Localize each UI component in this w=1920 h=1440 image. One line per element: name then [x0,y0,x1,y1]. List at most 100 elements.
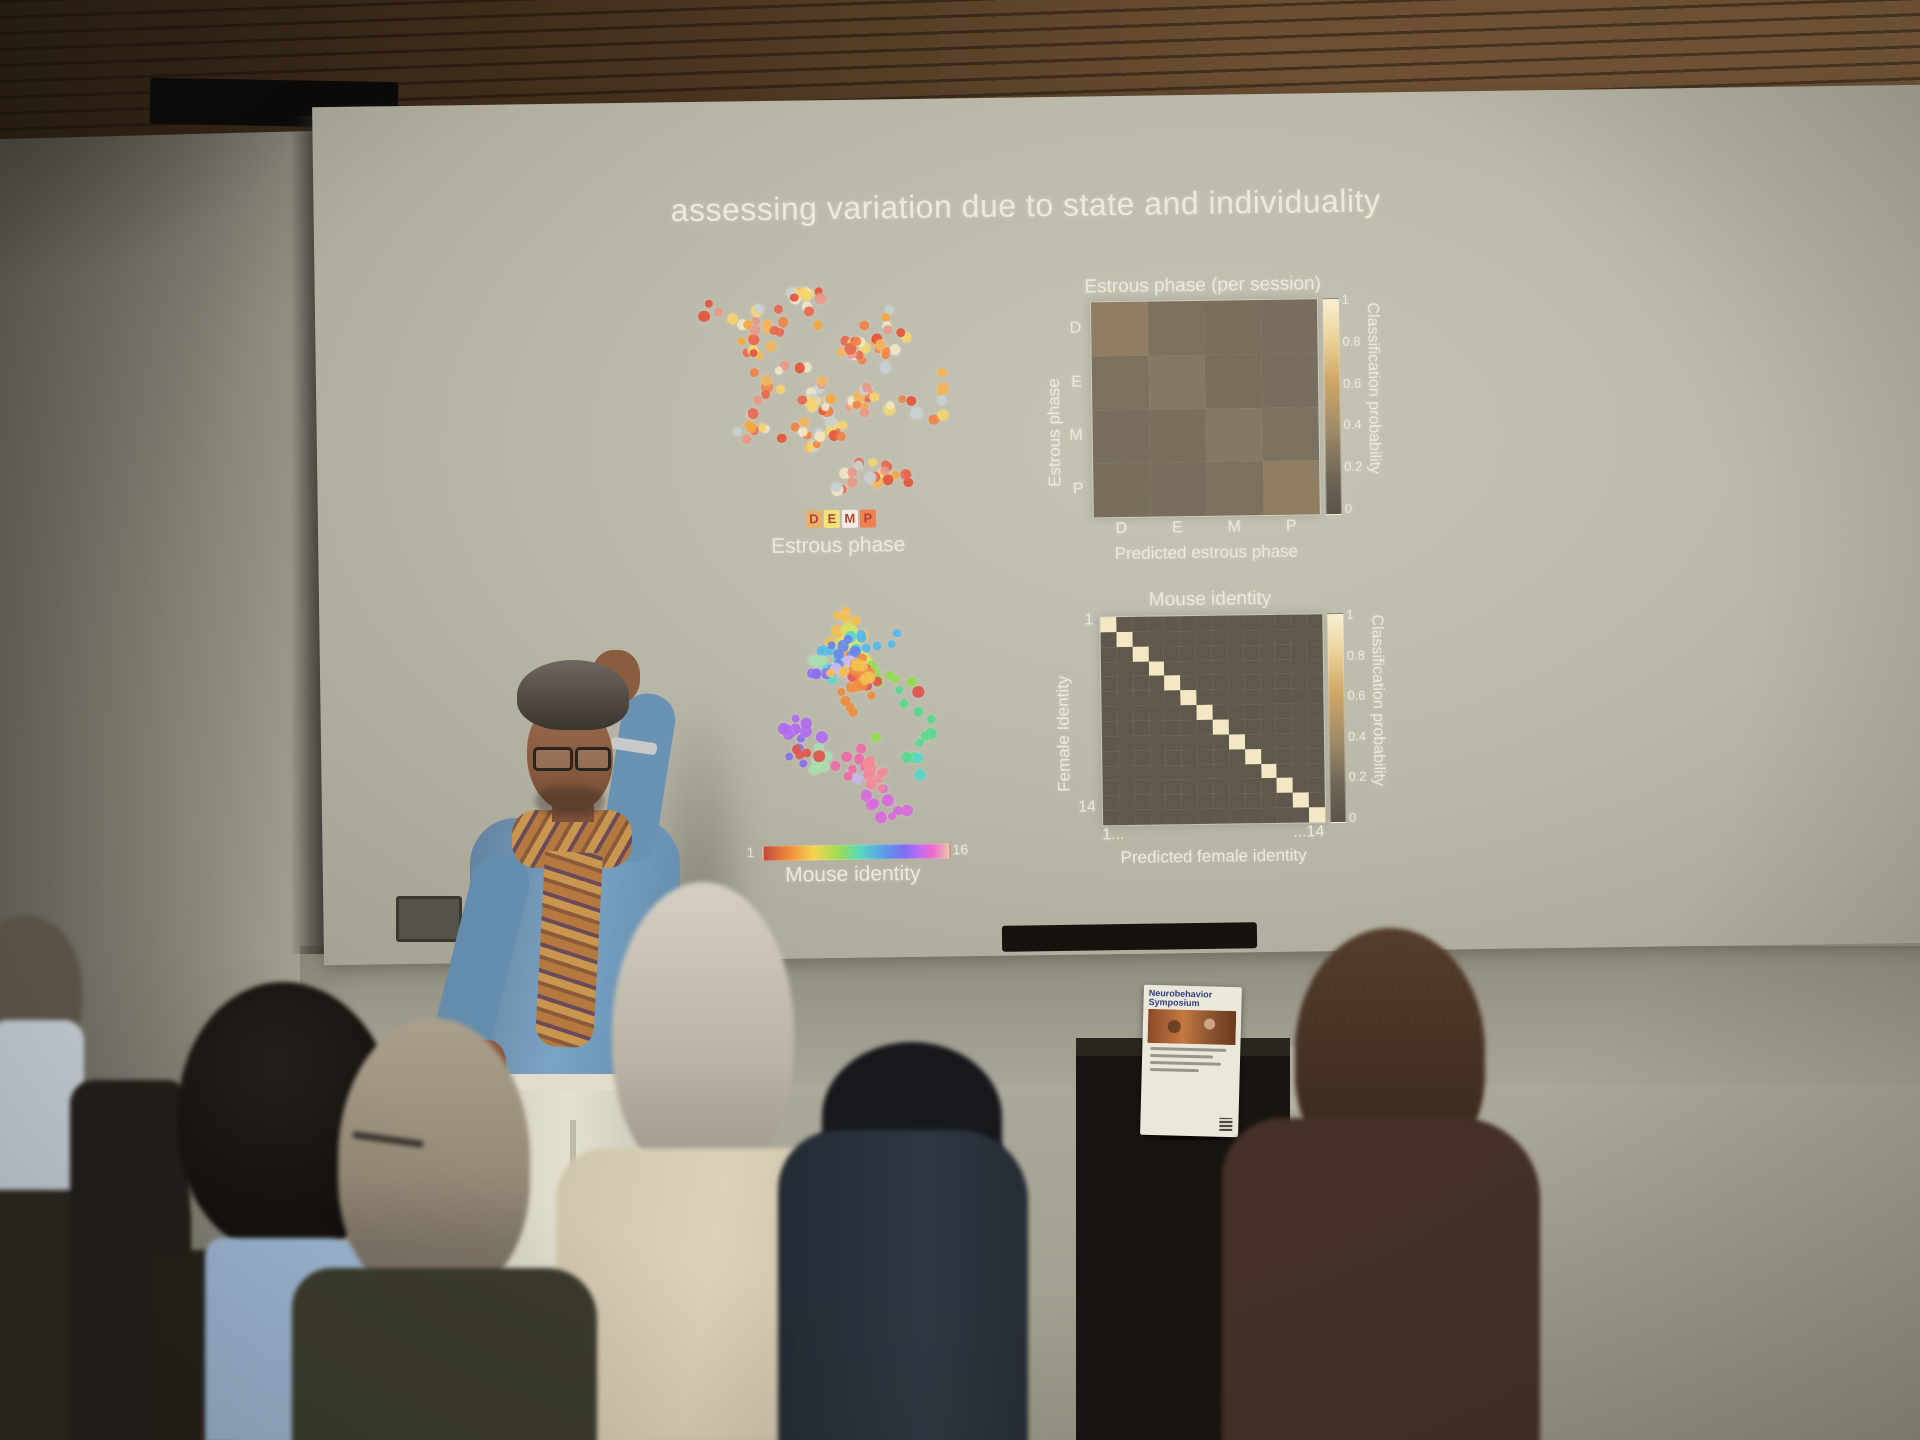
matrix-cell [1163,631,1180,647]
screen-bottom-bar [1001,922,1258,952]
scatter-dot [799,759,808,768]
matrix-cell [1229,778,1246,794]
scatter-dot [847,477,858,488]
scatter-dot [836,687,845,697]
matrix-cell [1242,615,1260,631]
scatter-dot [895,685,904,695]
estrous-umap-scatter [693,283,951,532]
matrix-cell [1276,733,1293,749]
matrix-cell [1148,690,1165,706]
matrix-cell [1227,615,1244,631]
matrix-cell [1292,748,1309,764]
matrix-cell [1116,661,1133,677]
tick-label: 0 [1344,500,1353,516]
matrix-cell [1118,765,1135,781]
scatter-dot [748,333,760,345]
matrix-cell [1148,631,1165,647]
matrix-cell [1229,793,1246,809]
matrix-cell [1101,706,1118,722]
audience-head-white-hair [612,882,794,1182]
matrix-cell [1148,408,1207,463]
scatter-dot [871,732,881,743]
presenter-beard-shadow [536,786,604,816]
scatter-dot [880,313,890,322]
scatter-dot [838,666,849,677]
scatter-dot [883,325,892,335]
presenter-hair [517,660,629,730]
matrix-cell [1276,763,1293,779]
mouse-colorbar-max: 16 [952,841,969,858]
tick-label: 0.4 [1343,417,1362,433]
matrix-cell [1149,705,1166,721]
tick-label: P [1285,517,1297,535]
tick-label: ...14 [1293,823,1325,841]
matrix-cell [1213,749,1230,765]
scatter-dot [816,375,827,386]
scatter-dot [800,290,812,302]
matrix-cell [1275,703,1293,719]
scatter-dot [937,395,948,406]
matrix-cell [1212,734,1229,750]
matrix-cell [1306,614,1323,630]
scatter-dot [912,407,924,419]
legend-item: M [841,509,859,528]
scatter-dot [797,427,808,437]
matrix-cell [1292,762,1309,779]
scatter-dot [859,407,870,418]
matrix-cell [1197,734,1214,750]
matrix-cell [1116,616,1133,632]
matrix-cell [1229,808,1246,824]
scatter-dot [914,738,924,748]
matrix-cell [1179,615,1196,632]
scatter-dot [726,313,738,325]
matrix-cell [1275,674,1292,690]
matrix-cell [1134,780,1151,796]
tick-label: 0.8 [1342,333,1361,349]
matrix-cell [1133,690,1150,706]
scatter-dot [784,752,794,762]
matrix-cell [1117,720,1134,736]
matrix-cell [1228,704,1245,720]
matrix-cell [1166,794,1183,810]
legend-item: D [805,510,823,529]
matrix-cell [1306,629,1323,645]
matrix-cell [1196,719,1213,735]
mouse-matrix-colorbar-ticks: 1 0.8 0.6 0.4 0.2 0 [1346,607,1367,825]
mouse-umap-scatter [739,603,977,834]
matrix-cell [1102,780,1119,796]
tick-label: 0.6 [1347,687,1366,704]
matrix-cell [1118,795,1135,811]
scatter-dot [869,392,879,402]
estrous-confusion-matrix [1089,298,1321,519]
scatter-dot [912,753,923,764]
scatter-dot [851,658,864,671]
mouse-identity-colorbar [762,843,951,862]
matrix-cell [1092,409,1150,464]
scatter-dot [892,628,902,638]
matrix-cell [1212,674,1229,691]
scatter-dot [936,366,948,378]
scatter-dot [913,707,925,718]
scatter-dot [797,395,807,405]
matrix-cell [1259,644,1276,660]
matrix-cell [1258,614,1275,630]
matrix-cell [1165,720,1182,736]
scatter-dot [837,431,846,441]
matrix-cell [1195,615,1212,631]
matrix-cell [1212,704,1229,720]
matrix-cell [1134,794,1151,811]
matrix-cell [1244,719,1261,735]
matrix-cell [1149,750,1166,766]
scatter-dot [879,361,892,374]
scatter-dot [765,341,777,353]
poster-title: Neurobehavior Symposium [1148,987,1213,1009]
matrix-cell [1277,792,1294,809]
matrix-cell [1198,808,1215,824]
matrix-cell [1211,615,1228,631]
scatter-dot [843,634,853,644]
scatter-dot [815,731,828,744]
matrix-cell [1228,749,1246,765]
matrix-cell [1259,659,1276,675]
matrix-cell [1261,406,1320,462]
tick-label: 1... [1102,826,1125,844]
